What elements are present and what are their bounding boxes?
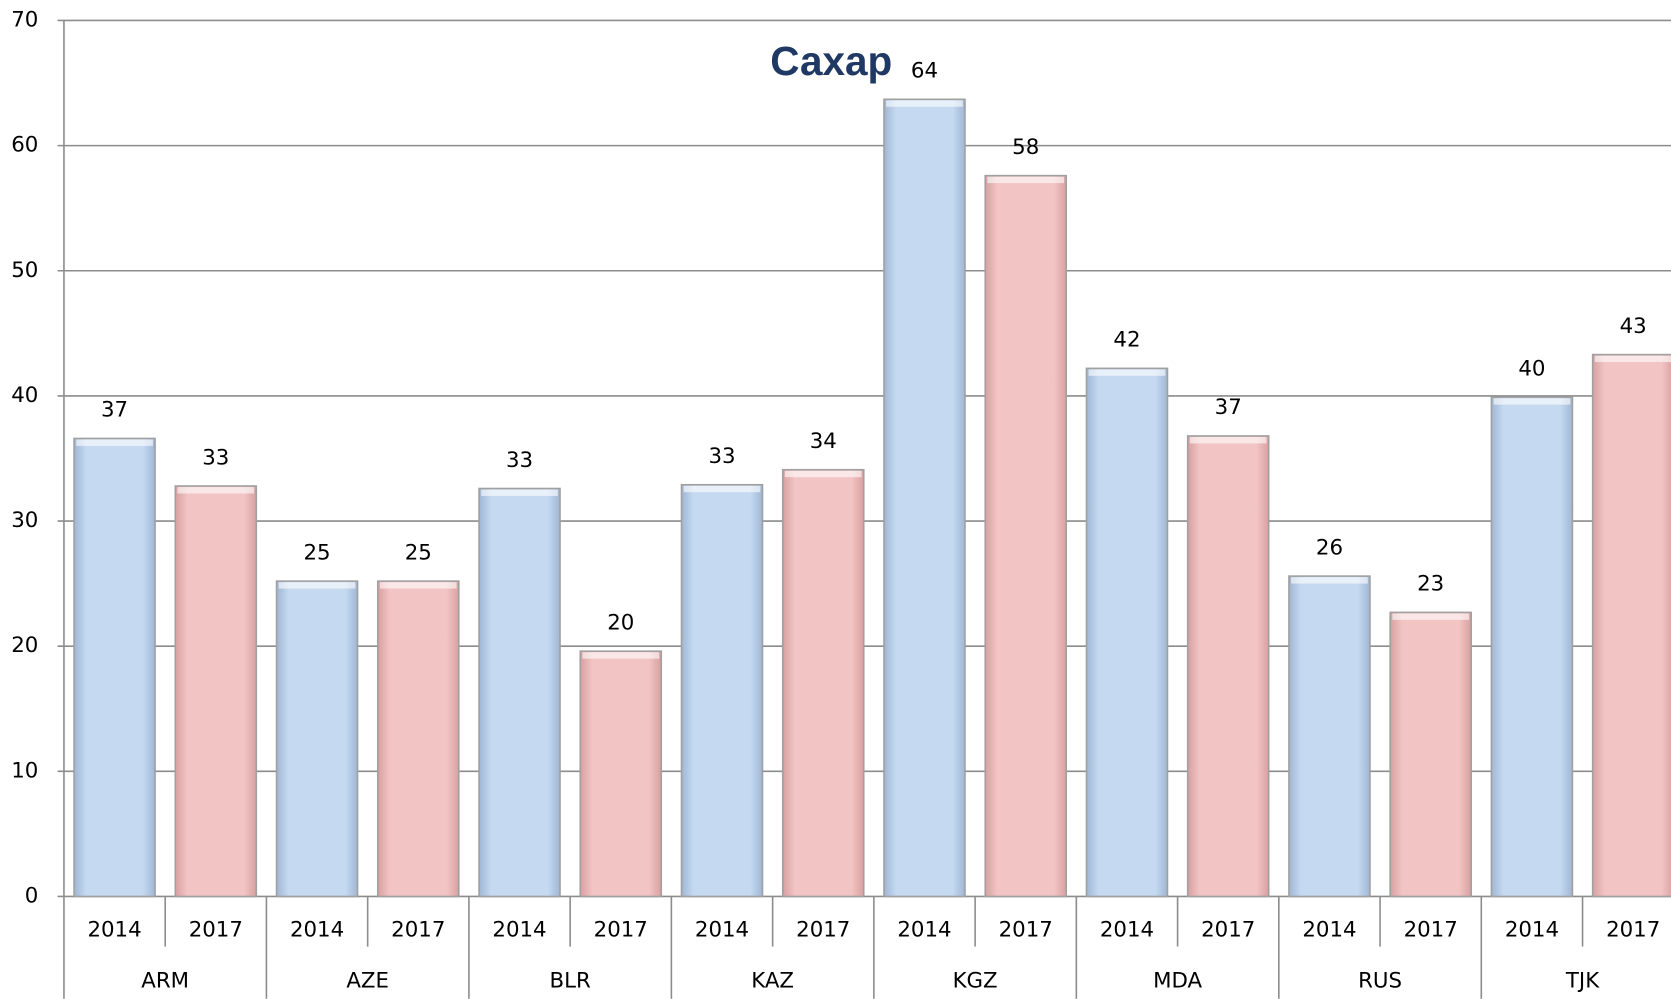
x-tick-label: 2017 (1404, 918, 1458, 943)
bar (174, 485, 258, 898)
x-tick-label: 2014 (87, 918, 141, 943)
bar (883, 98, 966, 898)
bar-top (582, 652, 660, 659)
bar-top (987, 176, 1065, 184)
y-tick-label: 50 (11, 258, 38, 283)
x-tick-label: 2017 (189, 918, 243, 943)
bar (781, 468, 865, 898)
data-label: 37 (101, 398, 128, 423)
y-tick-label: 60 (11, 133, 38, 158)
data-label: 23 (1417, 572, 1444, 597)
x-tick-label: 2014 (290, 918, 344, 943)
bar-top (1088, 369, 1166, 376)
bar (275, 580, 359, 898)
bar (1288, 575, 1371, 898)
x-tick-label: 2017 (391, 918, 445, 943)
bar-top (76, 439, 153, 446)
x-tick-label: 2017 (1606, 918, 1660, 943)
bar (984, 174, 1068, 898)
group-label: MDA (1153, 969, 1202, 994)
y-tick-label: 10 (11, 758, 38, 783)
x-tick-label: 2014 (1100, 918, 1154, 943)
y-tick-label: 70 (11, 7, 38, 32)
x-tick-label: 2014 (695, 918, 749, 943)
bar-top (784, 470, 862, 478)
y-tick-label: 20 (11, 633, 38, 658)
group-label: KAZ (751, 969, 794, 994)
data-label: 33 (708, 444, 735, 469)
bar-top (1189, 437, 1267, 444)
data-label: 20 (607, 610, 634, 635)
data-label: 43 (1620, 314, 1647, 339)
bar (1085, 367, 1169, 898)
group-label: KGZ (953, 969, 998, 994)
bar (579, 650, 663, 898)
data-label: 26 (1316, 535, 1343, 560)
bar (1389, 611, 1472, 898)
x-tick-label: 2017 (594, 918, 648, 943)
group-label: AZE (346, 969, 389, 994)
chart-title: Сахар (770, 38, 892, 84)
bar (1591, 353, 1671, 898)
bar-top (177, 487, 255, 494)
bar (376, 580, 460, 898)
bar-top (1493, 398, 1571, 405)
y-tick-label: 30 (11, 508, 38, 533)
x-tick-label: 2014 (897, 918, 951, 943)
data-label: 64 (911, 59, 938, 84)
bar-top (1392, 613, 1470, 620)
group-label: RUS (1358, 969, 1402, 994)
bar-top (379, 582, 457, 589)
x-tick-label: 2014 (1302, 918, 1356, 943)
bar-top (1291, 577, 1368, 584)
data-label: 33 (202, 445, 229, 470)
bar (680, 483, 764, 898)
data-label: 25 (303, 540, 330, 565)
bar (478, 487, 561, 898)
data-label: 25 (405, 540, 432, 565)
x-tick-label: 2017 (1201, 918, 1255, 943)
y-tick-label: 40 (11, 383, 38, 408)
data-label: 37 (1215, 395, 1242, 420)
bar (1186, 435, 1270, 898)
data-label: 42 (1113, 328, 1140, 353)
data-label: 40 (1518, 356, 1545, 381)
bar-top (886, 100, 963, 107)
bar-top (278, 582, 356, 589)
group-label: ARM (141, 969, 189, 994)
y-tick-label: 0 (25, 883, 39, 908)
x-tick-label: 2014 (1505, 918, 1559, 943)
x-tick-label: 2014 (492, 918, 546, 943)
x-tick-label: 2017 (999, 918, 1053, 943)
bar (73, 437, 156, 898)
bar-top (481, 489, 558, 496)
data-label: 58 (1012, 135, 1039, 160)
data-label: 34 (810, 429, 837, 454)
bar-top (1594, 355, 1671, 363)
data-label: 33 (506, 448, 533, 473)
bar-top (683, 485, 761, 493)
group-label: BLR (550, 969, 591, 994)
bar (1490, 396, 1574, 898)
group-label: TJK (1565, 969, 1600, 994)
x-tick-label: 2017 (796, 918, 850, 943)
